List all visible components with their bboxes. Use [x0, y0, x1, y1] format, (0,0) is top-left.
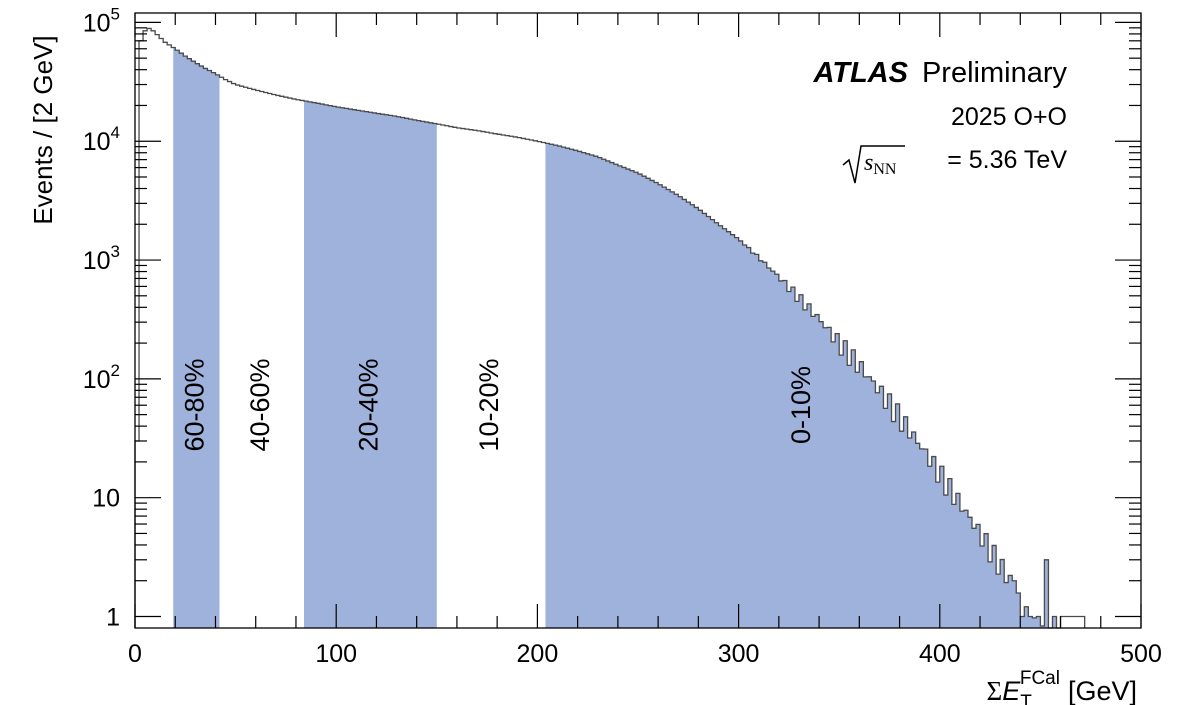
centrality-label: 10-20% [474, 358, 504, 451]
centrality-label: 60-80% [179, 358, 209, 451]
x-tick-label: 300 [718, 640, 760, 668]
energy-value: = 5.36 TeV [947, 146, 1067, 174]
centrality-band-0-10 [545, 143, 1061, 629]
x-axis-label-superscript: FCal [1020, 668, 1060, 689]
x-axis-label-variable: E [1002, 676, 1021, 705]
x-tick-label: 200 [517, 640, 559, 668]
atlas-experiment-name: ATLAS [812, 57, 908, 89]
x-tick-label: 100 [315, 640, 357, 668]
y-tick-label: 10 [92, 485, 120, 513]
histogram-outline [134, 27, 1086, 629]
x-tick-label: 400 [919, 640, 961, 668]
sqrt-sign-icon [842, 145, 905, 184]
centrality-label: 40-60% [245, 358, 275, 451]
centrality-labels: 0-10% 10-20% 20-40% 40-60% 60-80% [179, 358, 816, 451]
energy-variable: sNN [864, 150, 897, 178]
legend-block: ATLAS Preliminary 2025 O+O sNN = 5.36 TeV [812, 57, 1067, 184]
x-axis-label-unit: [GeV] [1068, 676, 1137, 705]
x-tick-labels: 0 100 200 300 400 500 [128, 640, 1162, 668]
y-tick-label: 105 [83, 4, 120, 37]
x-tick-label: 0 [128, 640, 142, 668]
y-axis-label: Events / [2 GeV] [28, 35, 58, 224]
axis-ticks [134, 13, 1142, 628]
centrality-label: 20-40% [354, 358, 384, 451]
centrality-band-20-40 [304, 101, 437, 628]
plot-frame [134, 12, 1142, 629]
collision-system-label: 2025 O+O [951, 103, 1067, 131]
x-axis-label: ΣET FCal [GeV] [987, 668, 1138, 705]
centrality-label: 0-10% [786, 366, 816, 444]
y-tick-label: 102 [83, 361, 120, 394]
histogram-line [134, 27, 1086, 629]
centrality-bands [173, 47, 1061, 629]
x-tick-label: 500 [1120, 640, 1162, 668]
y-tick-labels: 1 10 102 103 104 105 [83, 4, 120, 631]
y-tick-label: 104 [83, 123, 120, 156]
x-axis-label-sigma: Σ [987, 676, 1003, 705]
y-tick-label: 103 [83, 242, 120, 275]
atlas-label: ATLAS Preliminary [812, 57, 1067, 89]
x-axis-label-subscript: T [1020, 692, 1032, 705]
energy-label: sNN = 5.36 TeV [842, 145, 1067, 184]
centrality-band-60-80 [173, 47, 220, 628]
y-tick-label: 1 [106, 603, 120, 631]
atlas-status: Preliminary [922, 57, 1068, 89]
